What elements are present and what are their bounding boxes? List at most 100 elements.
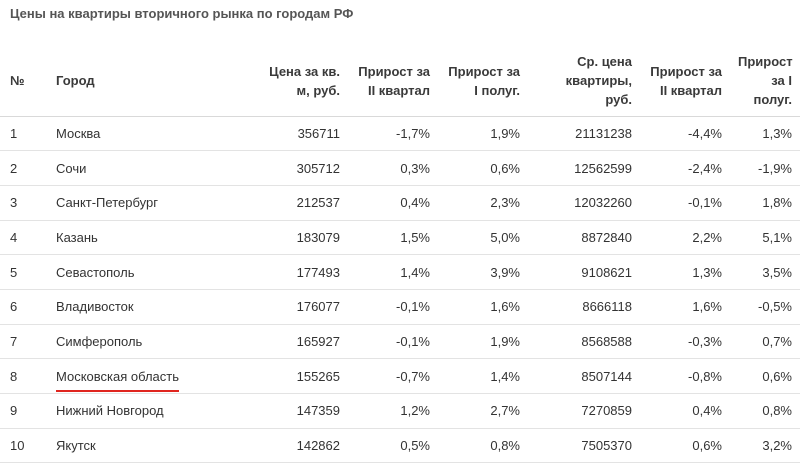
cell-avg-growth-h1: 1,3% bbox=[730, 116, 800, 152]
cell-num: 1 bbox=[0, 116, 48, 152]
cell-num: 6 bbox=[0, 289, 48, 325]
cell-price-m2: 356711 bbox=[248, 116, 348, 152]
table-row: 5 Севастополь 177493 1,4% 3,9% 9108621 1,3% 3,5… bbox=[0, 254, 800, 290]
cell-price-m2: 165927 bbox=[248, 324, 348, 360]
cell-city: Санкт-Петербург bbox=[48, 185, 248, 221]
cell-num: 5 bbox=[0, 254, 48, 290]
cell-avg-price: 8507144 bbox=[528, 358, 640, 394]
cell-growth-h1: 1,9% bbox=[438, 116, 528, 152]
cell-price-m2: 183079 bbox=[248, 220, 348, 256]
cell-growth-h1: 5,0% bbox=[438, 220, 528, 256]
col-header-avg-growth-h1: Прирост за I полуг. bbox=[730, 46, 800, 117]
cell-avg-growth-h1: 3,5% bbox=[730, 254, 800, 290]
cell-city: Нижний Новгород bbox=[48, 393, 248, 429]
cell-avg-growth-q2: 1,3% bbox=[640, 254, 730, 290]
table-header-row: № Город Цена за кв. м, руб. Прирост за I… bbox=[0, 46, 800, 117]
table-row: 4 Казань 183079 1,5% 5,0% 8872840 2,2% 5,1% bbox=[0, 220, 800, 256]
table-row: 2 Сочи 305712 0,3% 0,6% 12562599 -2,4% -1,9% bbox=[0, 150, 800, 186]
cell-growth-q2: 1,4% bbox=[348, 254, 438, 290]
cell-growth-q2: -0,1% bbox=[348, 324, 438, 360]
cell-price-m2: 212537 bbox=[248, 185, 348, 221]
cell-avg-price: 7270859 bbox=[528, 393, 640, 429]
cell-num: 2 bbox=[0, 150, 48, 186]
cell-avg-growth-h1: 0,8% bbox=[730, 393, 800, 429]
col-header-city: Город bbox=[48, 46, 248, 117]
table-row: 8 Московская область 155265 -0,7% 1,4% 850714… bbox=[0, 358, 800, 394]
cell-growth-h1: 1,6% bbox=[438, 289, 528, 325]
cell-avg-price: 12032260 bbox=[528, 185, 640, 221]
table-row: 10 Якутск 142862 0,5% 0,8% 7505370 0,6% 3,2% bbox=[0, 428, 800, 464]
cell-avg-growth-q2: -0,8% bbox=[640, 358, 730, 394]
cell-price-m2: 147359 bbox=[248, 393, 348, 429]
table-row: 7 Симферополь 165927 -0,1% 1,9% 8568588 -0,3% 0… bbox=[0, 324, 800, 360]
col-header-growth-h1: Прирост за I полуг. bbox=[438, 46, 528, 117]
cell-avg-price: 21131238 bbox=[528, 116, 640, 152]
cell-growth-q2: -0,7% bbox=[348, 358, 438, 394]
cell-growth-h1: 0,6% bbox=[438, 150, 528, 186]
cell-growth-q2: 0,3% bbox=[348, 150, 438, 186]
cell-city: Якутск bbox=[48, 428, 248, 464]
cell-avg-price: 9108621 bbox=[528, 254, 640, 290]
cell-avg-growth-q2: 0,4% bbox=[640, 393, 730, 429]
cell-num: 4 bbox=[0, 220, 48, 256]
cell-city: Сочи bbox=[48, 150, 248, 186]
cell-city: Казань bbox=[48, 220, 248, 256]
cell-growth-q2: 0,4% bbox=[348, 185, 438, 221]
col-header-avg-price: Ср. цена квартиры, руб. bbox=[528, 46, 640, 117]
cell-avg-price: 12562599 bbox=[528, 150, 640, 186]
table-row: 9 Нижний Новгород 147359 1,2% 2,7% 7270859 0,4… bbox=[0, 393, 800, 429]
cell-growth-h1: 1,4% bbox=[438, 358, 528, 394]
cell-growth-h1: 2,3% bbox=[438, 185, 528, 221]
col-header-price-m2: Цена за кв. м, руб. bbox=[248, 46, 348, 117]
cell-price-m2: 142862 bbox=[248, 428, 348, 464]
cell-avg-growth-q2: -0,1% bbox=[640, 185, 730, 221]
cell-num: 3 bbox=[0, 185, 48, 221]
cell-growth-h1: 2,7% bbox=[438, 393, 528, 429]
cell-price-m2: 176077 bbox=[248, 289, 348, 325]
cell-growth-q2: 1,2% bbox=[348, 393, 438, 429]
table-row: 3 Санкт-Петербург 212537 0,4% 2,3% 12032260 -0… bbox=[0, 185, 800, 221]
cell-growth-h1: 3,9% bbox=[438, 254, 528, 290]
cell-num: 9 bbox=[0, 393, 48, 429]
cell-city: Севастополь bbox=[48, 254, 248, 290]
cell-num: 7 bbox=[0, 324, 48, 360]
cell-avg-price: 8568588 bbox=[528, 324, 640, 360]
cell-avg-price: 8872840 bbox=[528, 220, 640, 256]
col-header-num: № bbox=[0, 46, 48, 117]
cell-avg-growth-h1: 3,2% bbox=[730, 428, 800, 464]
cell-avg-growth-q2: 0,6% bbox=[640, 428, 730, 464]
cell-avg-price: 8666118 bbox=[528, 289, 640, 325]
cell-avg-growth-q2: 2,2% bbox=[640, 220, 730, 256]
cell-avg-growth-q2: 1,6% bbox=[640, 289, 730, 325]
cell-num: 10 bbox=[0, 428, 48, 464]
cell-city: Московская область bbox=[48, 358, 248, 394]
cell-avg-growth-h1: -0,5% bbox=[730, 289, 800, 325]
price-table: № Город Цена за кв. м, руб. Прирост за I… bbox=[0, 46, 800, 464]
page-title: Цены на квартиры вторичного рынка по гор… bbox=[10, 6, 354, 21]
cell-city: Симферополь bbox=[48, 324, 248, 360]
cell-price-m2: 155265 bbox=[248, 358, 348, 394]
table-row: 1 Москва 356711 -1,7% 1,9% 21131238 -4,4% 1,3% bbox=[0, 116, 800, 152]
cell-growth-q2: -1,7% bbox=[348, 116, 438, 152]
cell-avg-growth-h1: 5,1% bbox=[730, 220, 800, 256]
cell-city: Владивосток bbox=[48, 289, 248, 325]
cell-avg-growth-q2: -4,4% bbox=[640, 116, 730, 152]
cell-growth-q2: 0,5% bbox=[348, 428, 438, 464]
cell-growth-h1: 1,9% bbox=[438, 324, 528, 360]
cell-growth-h1: 0,8% bbox=[438, 428, 528, 464]
col-header-growth-q2: Прирост за II квартал bbox=[348, 46, 438, 117]
cell-avg-growth-q2: -0,3% bbox=[640, 324, 730, 360]
cell-num: 8 bbox=[0, 358, 48, 394]
cell-growth-q2: -0,1% bbox=[348, 289, 438, 325]
cell-avg-price: 7505370 bbox=[528, 428, 640, 464]
cell-price-m2: 305712 bbox=[248, 150, 348, 186]
cell-growth-q2: 1,5% bbox=[348, 220, 438, 256]
cell-avg-growth-h1: 0,7% bbox=[730, 324, 800, 360]
cell-avg-growth-q2: -2,4% bbox=[640, 150, 730, 186]
cell-avg-growth-h1: 0,6% bbox=[730, 358, 800, 394]
col-header-avg-growth-q2: Прирост за II квартал bbox=[640, 46, 730, 117]
table-row: 6 Владивосток 176077 -0,1% 1,6% 8666118 1,6% -0… bbox=[0, 289, 800, 325]
city-highlighted-label: Московская область bbox=[56, 369, 180, 392]
cell-price-m2: 177493 bbox=[248, 254, 348, 290]
cell-city: Москва bbox=[48, 116, 248, 152]
